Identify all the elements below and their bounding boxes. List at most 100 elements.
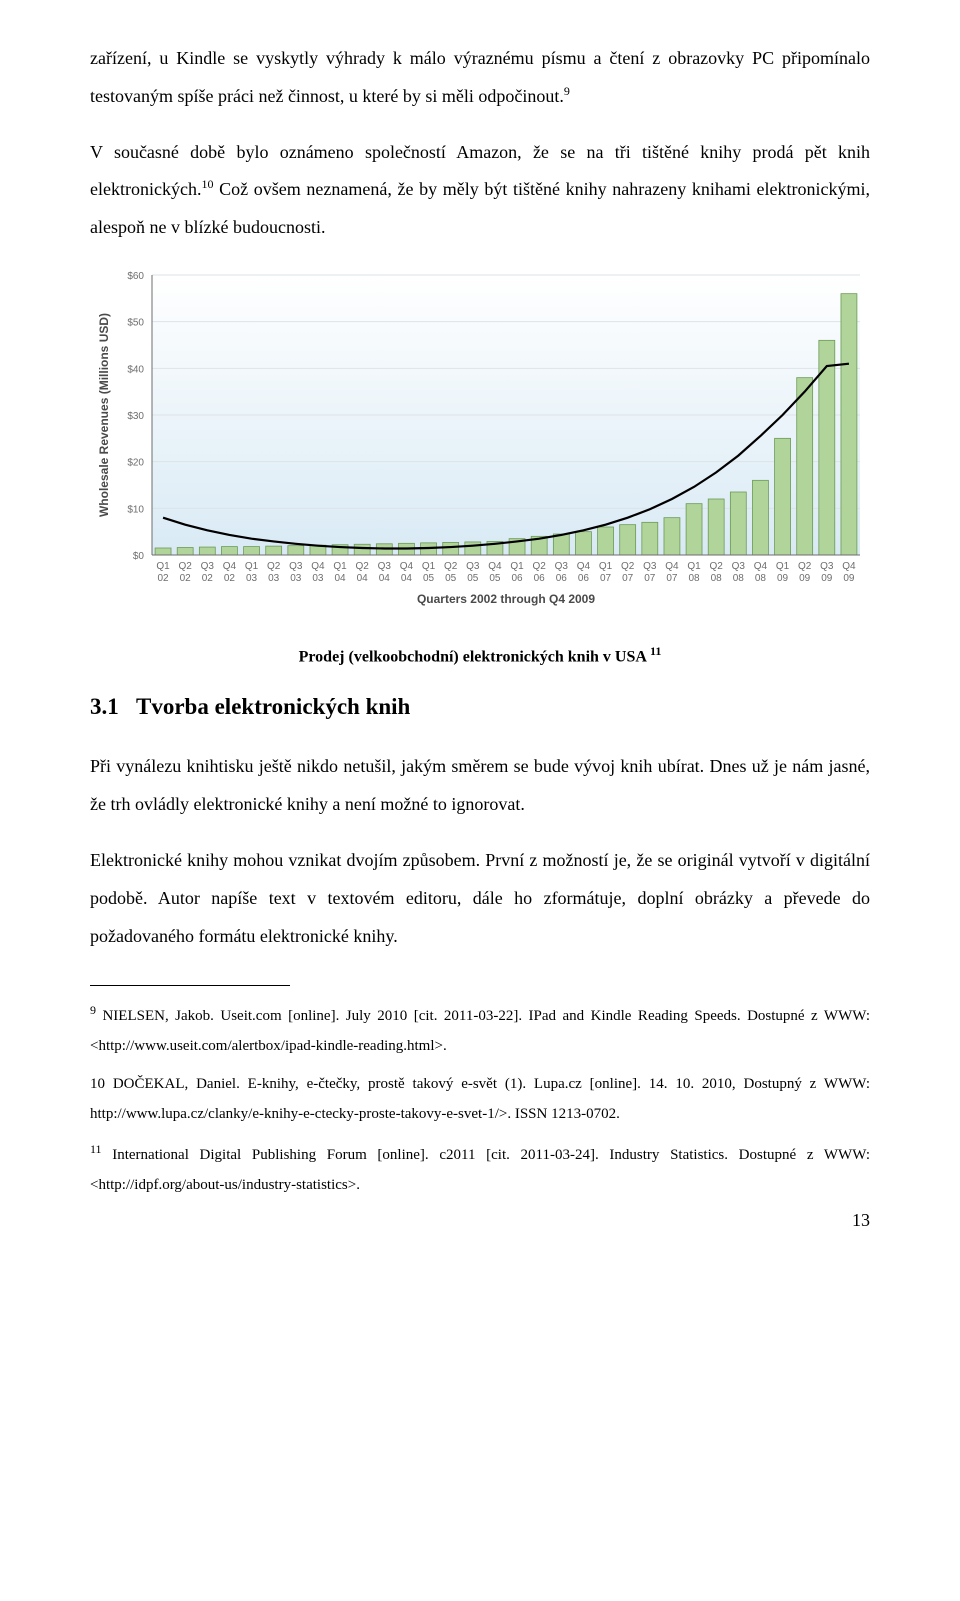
svg-text:$60: $60 — [127, 271, 144, 282]
svg-text:Q4: Q4 — [223, 561, 237, 572]
footnote-10-num: 10 — [90, 1076, 105, 1092]
svg-text:$20: $20 — [127, 458, 144, 469]
svg-text:07: 07 — [600, 573, 612, 584]
paragraph-1-text: zařízení, u Kindle se vyskytly výhrady k… — [90, 48, 870, 106]
svg-text:Q4: Q4 — [754, 561, 768, 572]
svg-text:09: 09 — [821, 573, 833, 584]
svg-text:07: 07 — [666, 573, 678, 584]
paragraph-3-text: Při vynálezu knihtisku ještě nikdo netuš… — [90, 756, 870, 814]
svg-text:Q1: Q1 — [422, 561, 436, 572]
svg-text:08: 08 — [755, 573, 767, 584]
svg-text:Q1: Q1 — [599, 561, 613, 572]
svg-text:Q2: Q2 — [798, 561, 812, 572]
svg-text:04: 04 — [357, 573, 369, 584]
svg-text:Q4: Q4 — [400, 561, 414, 572]
svg-text:$50: $50 — [127, 318, 144, 329]
chart-caption: Prodej (velkoobchodní) elektronických kn… — [90, 644, 870, 666]
footnote-separator — [90, 985, 290, 986]
svg-text:06: 06 — [512, 573, 524, 584]
svg-text:02: 02 — [202, 573, 214, 584]
svg-text:$40: $40 — [127, 364, 144, 375]
footnote-ref-9: 9 — [564, 84, 570, 98]
section-title-text: Tvorba elektronických knih — [136, 694, 410, 719]
svg-text:Q3: Q3 — [378, 561, 392, 572]
svg-text:06: 06 — [578, 573, 590, 584]
svg-text:$10: $10 — [127, 504, 144, 515]
svg-text:Q3: Q3 — [289, 561, 303, 572]
paragraph-4: Elektronické knihy mohou vznikat dvojím … — [90, 842, 870, 955]
chart-svg: $0$10$20$30$40$50$60Q102Q202Q302Q402Q103… — [90, 265, 870, 625]
svg-text:05: 05 — [489, 573, 501, 584]
svg-text:03: 03 — [268, 573, 280, 584]
svg-text:06: 06 — [556, 573, 568, 584]
paragraph-3: Při vynálezu knihtisku ještě nikdo netuš… — [90, 748, 870, 824]
svg-text:Q1: Q1 — [687, 561, 701, 572]
svg-text:07: 07 — [622, 573, 634, 584]
svg-text:05: 05 — [467, 573, 479, 584]
svg-text:Q3: Q3 — [201, 561, 215, 572]
svg-text:Q4: Q4 — [577, 561, 591, 572]
footnote-11-text: International Digital Publishing Forum [… — [90, 1147, 870, 1193]
svg-text:09: 09 — [843, 573, 855, 584]
revenue-chart: $0$10$20$30$40$50$60Q102Q202Q302Q402Q103… — [90, 265, 870, 630]
svg-text:09: 09 — [799, 573, 811, 584]
svg-text:Q1: Q1 — [776, 561, 790, 572]
svg-text:09: 09 — [777, 573, 789, 584]
footnote-11-num: 11 — [90, 1142, 102, 1156]
svg-text:$30: $30 — [127, 411, 144, 422]
svg-text:04: 04 — [335, 573, 347, 584]
svg-text:Q2: Q2 — [267, 561, 281, 572]
footnote-10-text: DOČEKAL, Daniel. E-knihy, e-čtečky, pros… — [90, 1076, 870, 1122]
svg-text:03: 03 — [246, 573, 258, 584]
svg-text:08: 08 — [711, 573, 723, 584]
svg-text:Q1: Q1 — [245, 561, 259, 572]
svg-text:$0: $0 — [133, 551, 145, 562]
svg-text:04: 04 — [379, 573, 391, 584]
svg-text:06: 06 — [534, 573, 546, 584]
footnote-ref-10: 10 — [201, 177, 213, 191]
footnote-ref-11: 11 — [650, 644, 661, 658]
svg-text:Q4: Q4 — [488, 561, 502, 572]
svg-text:Q2: Q2 — [179, 561, 193, 572]
footnote-9: 9 NIELSEN, Jakob. Useit.com [online]. Ju… — [90, 998, 870, 1061]
svg-text:Q2: Q2 — [710, 561, 724, 572]
svg-text:Q1: Q1 — [333, 561, 347, 572]
svg-text:03: 03 — [312, 573, 324, 584]
svg-text:08: 08 — [733, 573, 745, 584]
page-number: 13 — [90, 1210, 870, 1231]
svg-text:02: 02 — [224, 573, 236, 584]
paragraph-2: V současné době bylo oznámeno společnost… — [90, 134, 870, 247]
svg-text:07: 07 — [644, 573, 656, 584]
svg-text:Q2: Q2 — [356, 561, 370, 572]
svg-text:08: 08 — [689, 573, 701, 584]
svg-text:Q3: Q3 — [555, 561, 569, 572]
section-heading: 3.1 Tvorba elektronických knih — [90, 694, 870, 720]
svg-text:Wholesale Revenues (Millions U: Wholesale Revenues (Millions USD) — [97, 313, 111, 517]
footnote-11: 11 International Digital Publishing Foru… — [90, 1137, 870, 1200]
section-number: 3.1 — [90, 694, 119, 719]
svg-text:Quarters 2002 through Q4 2009: Quarters 2002 through Q4 2009 — [417, 592, 595, 606]
svg-text:Q1: Q1 — [510, 561, 524, 572]
footnote-10: 10 DOČEKAL, Daniel. E-knihy, e-čtečky, p… — [90, 1069, 870, 1129]
page: zařízení, u Kindle se vyskytly výhrady k… — [0, 0, 960, 1261]
svg-text:05: 05 — [423, 573, 435, 584]
svg-text:02: 02 — [180, 573, 192, 584]
svg-text:Q3: Q3 — [466, 561, 480, 572]
svg-text:Q4: Q4 — [665, 561, 679, 572]
chart-caption-text: Prodej (velkoobchodní) elektronických kn… — [299, 648, 650, 665]
svg-text:Q2: Q2 — [533, 561, 547, 572]
svg-text:Q4: Q4 — [311, 561, 325, 572]
svg-text:Q3: Q3 — [732, 561, 746, 572]
svg-text:Q3: Q3 — [820, 561, 834, 572]
svg-text:04: 04 — [401, 573, 413, 584]
svg-text:02: 02 — [158, 573, 170, 584]
svg-text:Q4: Q4 — [842, 561, 856, 572]
paragraph-1: zařízení, u Kindle se vyskytly výhrady k… — [90, 40, 870, 116]
svg-text:03: 03 — [290, 573, 302, 584]
paragraph-4-text: Elektronické knihy mohou vznikat dvojím … — [90, 850, 870, 946]
footnote-9-text: NIELSEN, Jakob. Useit.com [online]. July… — [90, 1008, 870, 1054]
svg-text:Q2: Q2 — [621, 561, 635, 572]
svg-text:Q2: Q2 — [444, 561, 458, 572]
svg-text:Q1: Q1 — [156, 561, 170, 572]
svg-text:05: 05 — [445, 573, 457, 584]
